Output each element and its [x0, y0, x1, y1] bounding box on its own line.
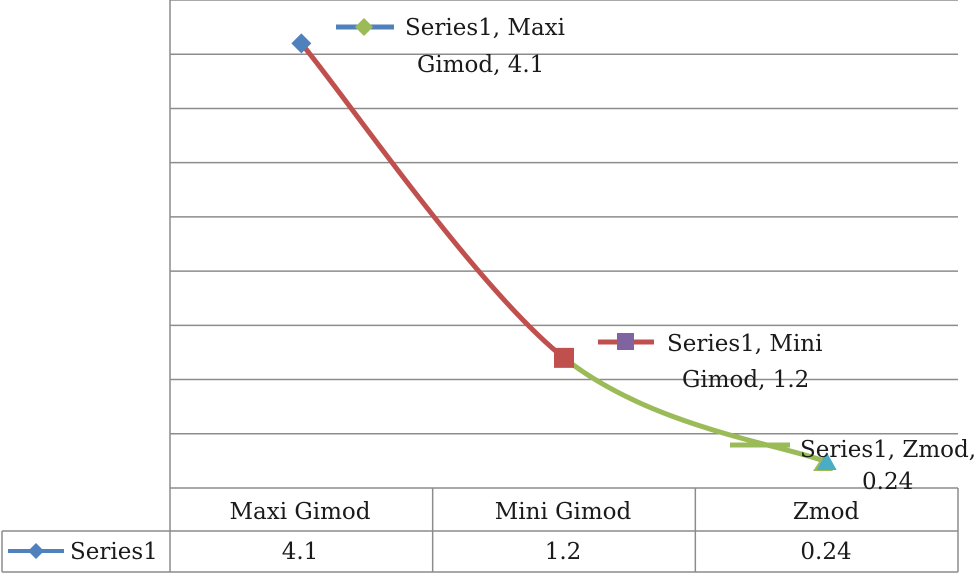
series-line [298, 40, 830, 465]
label-key-square-mini [617, 333, 634, 350]
data-labels: Series1, Maxi Gimod, 4.1 Series1, Mini G… [405, 15, 976, 495]
series-markers [291, 33, 837, 470]
legend-key-series1 [8, 543, 64, 559]
data-label-mini-line1: Series1, Mini [667, 331, 822, 357]
data-label-zmod-line2: 0.24 [862, 469, 913, 495]
marker-maxi-gimod [291, 33, 312, 54]
table-header-mini-gimod: Mini Gimod [495, 499, 632, 525]
data-label-mini-line2: Gimod, 1.2 [682, 367, 809, 393]
data-label-maxi-line1: Series1, Maxi [405, 15, 565, 41]
data-label-keys [336, 18, 833, 471]
table-value-maxi-gimod: 4.1 [282, 539, 319, 565]
table-header-maxi-gimod: Maxi Gimod [229, 499, 370, 525]
label-key-diamond-maxi [355, 18, 373, 36]
table-value-mini-gimod: 1.2 [545, 539, 582, 565]
marker-mini-gimod [554, 347, 574, 368]
gridlines [169, 0, 958, 488]
table-value-zmod: 0.24 [800, 539, 851, 565]
table-row-label-series1: Series1 [70, 539, 158, 565]
marker-zmod [816, 451, 837, 470]
data-table: Maxi Gimod Mini Gimod Zmod Series1 4.1 1… [8, 499, 859, 565]
data-table-grid [1, 487, 959, 573]
series-segment-0 [298, 40, 567, 361]
data-label-maxi-line2: Gimod, 4.1 [417, 52, 544, 78]
data-label-zmod-line1: Series1, Zmod, [800, 437, 976, 463]
table-header-zmod: Zmod [793, 499, 860, 525]
series-segment-1 [561, 355, 830, 465]
